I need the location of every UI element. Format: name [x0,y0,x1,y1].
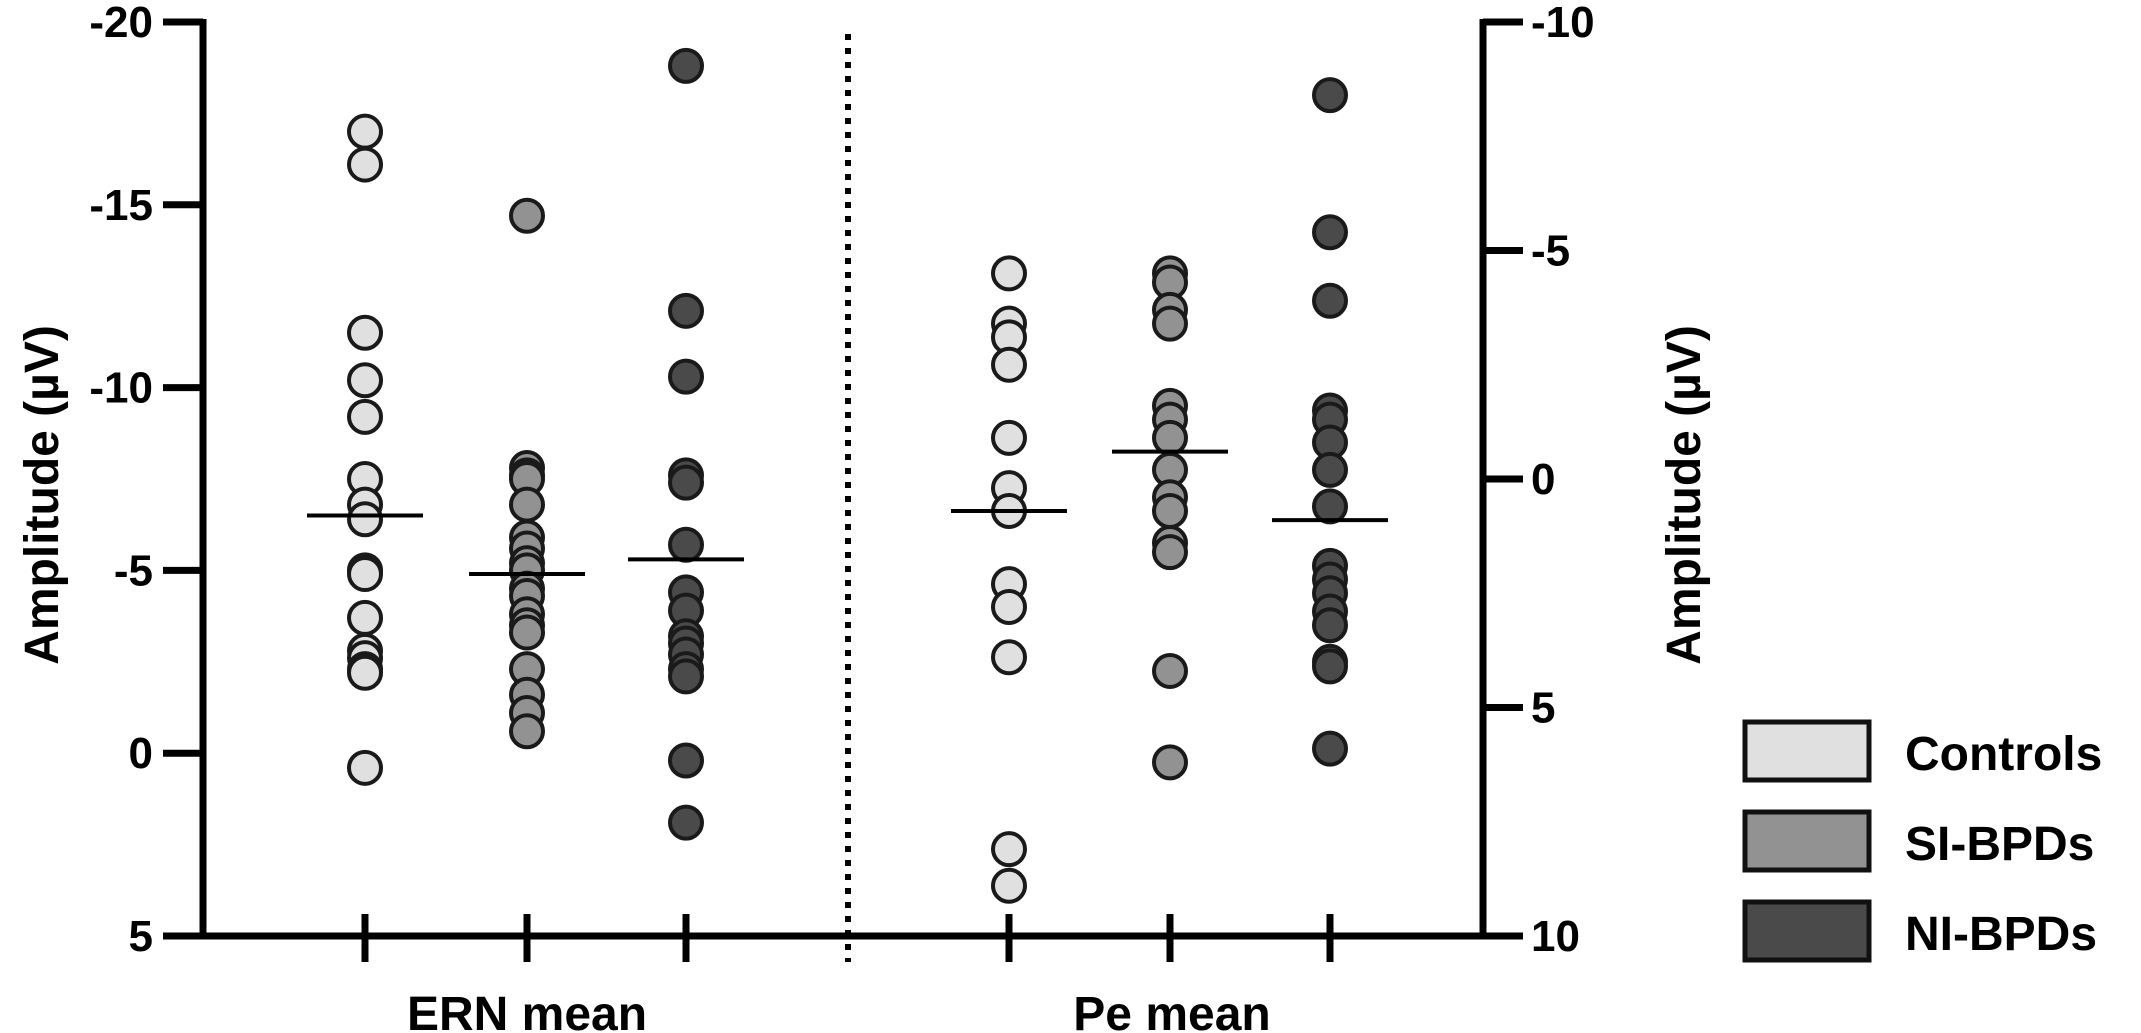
point-pe-mean-controls-3 [991,346,1027,383]
point-pe-mean-si-bpds-6 [1152,419,1188,456]
point-pe-mean-ni-bpds-7 [1312,488,1348,525]
point-ern-mean-controls-3 [347,362,383,399]
point-ern-mean-ni-bpds-12 [668,658,704,695]
left-tick-label-3: -5 [114,546,153,595]
point-ern-mean-controls-9 [347,556,383,593]
point-pe-mean-ni-bpds-15 [1312,730,1348,767]
legend-item-si-bpds: SI-BPDs [1742,809,2094,873]
point-pe-mean-ni-bpds-1 [1312,214,1348,251]
left-axis-title: Amplitude (µV) [16,325,69,665]
point-ern-mean-controls-0 [347,113,383,150]
point-pe-mean-controls-9 [991,639,1027,676]
right-tick-label-3: 5 [1531,684,1555,733]
right-axis-title: Amplitude (µV) [1658,325,1711,665]
left-tick-label-5: 5 [129,912,153,961]
legend-item-ni-bpds: NI-BPDs [1742,899,2097,963]
legend-label-ni-bpds: NI-BPDs [1905,908,2097,961]
legend-label-controls: Controls [1905,728,2102,781]
point-ern-mean-si-bpds-13 [509,614,545,651]
point-pe-mean-ni-bpds-14 [1312,648,1348,685]
legend-swatch-controls [1742,719,1872,783]
point-ern-mean-controls-4 [347,398,383,435]
point-pe-mean-si-bpds-3 [1152,305,1188,342]
point-ern-mean-ni-bpds-14 [668,804,704,841]
point-ern-mean-si-bpds-4 [509,486,545,523]
point-pe-mean-si-bpds-9 [1152,492,1188,529]
left-tick-label-0: -20 [89,0,153,47]
point-pe-mean-si-bpds-13 [1152,744,1188,781]
point-pe-mean-controls-4 [991,419,1027,456]
point-pe-mean-si-bpds-11 [1152,534,1188,571]
point-pe-mean-controls-10 [991,831,1027,868]
point-ern-mean-ni-bpds-2 [668,358,704,395]
point-pe-mean-controls-0 [991,255,1027,292]
panel-label-pe: Pe mean [1073,988,1270,1033]
legend-swatch-si-bpds [1742,809,1872,873]
left-tick-label-2: -10 [89,364,153,413]
point-ern-mean-ni-bpds-0 [668,47,704,84]
legend: Controls SI-BPDs NI-BPDs [1742,719,2102,963]
point-ern-mean-si-bpds-17 [509,713,545,750]
point-pe-mean-ni-bpds-12 [1312,607,1348,644]
point-ern-mean-ni-bpds-13 [668,742,704,779]
point-pe-mean-controls-8 [991,588,1027,625]
point-pe-mean-ni-bpds-2 [1312,282,1348,319]
point-pe-mean-controls-11 [991,867,1027,904]
left-tick-label-4: 0 [129,729,153,778]
right-tick-label-4: 10 [1531,912,1580,961]
point-ern-mean-ni-bpds-4 [668,464,704,501]
point-pe-mean-ni-bpds-6 [1312,451,1348,488]
point-ern-mean-controls-7 [347,501,383,538]
point-ern-mean-si-bpds-0 [509,197,545,234]
points-layer [347,47,1348,904]
point-pe-mean-ni-bpds-0 [1312,77,1348,114]
axes-layer: -20 -15 -10 -5 0 5 -10 -5 0 5 10 [89,0,1595,962]
point-ern-mean-controls-1 [347,146,383,183]
point-ern-mean-ni-bpds-1 [668,292,704,329]
legend-swatch-ni-bpds [1742,899,1872,963]
right-tick-label-0: -10 [1531,0,1595,47]
left-tick-label-1: -15 [89,181,153,230]
legend-label-si-bpds: SI-BPDs [1905,818,2094,871]
legend-item-controls: Controls [1742,719,2102,783]
point-ern-mean-controls-10 [347,599,383,636]
point-ern-mean-controls-14 [347,654,383,691]
right-tick-label-2: 0 [1531,455,1555,504]
point-ern-mean-controls-2 [347,314,383,351]
point-ern-mean-ni-bpds-5 [668,526,704,563]
right-tick-label-1: -5 [1531,227,1570,276]
means-layer [307,449,1388,577]
point-ern-mean-controls-15 [347,749,383,786]
panel-label-ern: ERN mean [407,988,647,1033]
point-pe-mean-si-bpds-12 [1152,652,1188,689]
